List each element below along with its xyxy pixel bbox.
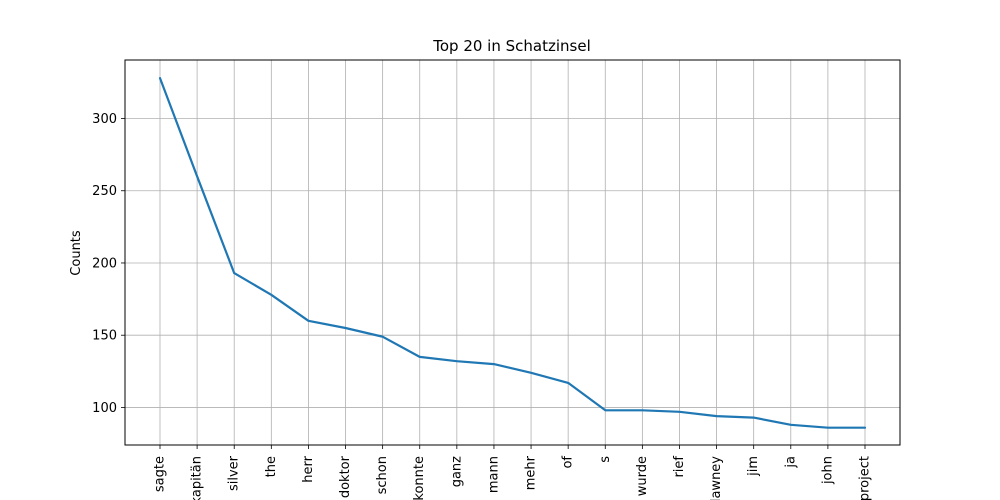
series-line	[158, 76, 867, 429]
y-tick-label: 100	[92, 401, 117, 416]
x-tick-label: of	[561, 456, 576, 469]
x-tick-label: mehr	[524, 455, 539, 490]
x-tick-label: schon	[375, 456, 390, 494]
x-tick-label: silver	[227, 455, 242, 491]
x-tick-label: ganz	[449, 456, 464, 487]
x-tick-label: konnte	[412, 456, 427, 500]
x-tick-label: s	[598, 456, 613, 463]
x-tick-label: herr	[301, 455, 316, 482]
series-group	[158, 76, 867, 429]
x-tick-label: mann	[486, 456, 501, 493]
x-tick-label: jim	[746, 456, 761, 477]
chart-title: Top 20 in Schatzinsel	[432, 37, 591, 55]
x-tick-label: the	[264, 456, 279, 477]
x-tick-label: rief	[672, 456, 687, 478]
x-tick-label: ja	[783, 456, 798, 469]
x-tick-label: wurde	[635, 456, 650, 496]
y-axis: 100 150 200 250 300	[92, 112, 125, 416]
y-tick-label: 150	[92, 329, 117, 344]
x-tick-label: john	[820, 456, 835, 485]
y-axis-label: Counts	[69, 230, 84, 276]
plot-frame	[124, 59, 901, 446]
x-axis: sagte kapitän silver the herr doktor schon konn…	[153, 445, 873, 500]
y-tick-label: 300	[92, 112, 117, 127]
grid-lines	[125, 60, 900, 445]
x-tick-label: kapitän	[190, 456, 205, 500]
y-tick-label: 200	[92, 256, 117, 271]
x-tick-label: sagte	[153, 456, 168, 492]
x-tick-label: project	[858, 456, 873, 500]
x-tick-label: doktor	[338, 455, 353, 498]
x-tick-label: trelawney	[709, 456, 724, 500]
y-tick-label: 250	[92, 184, 117, 199]
